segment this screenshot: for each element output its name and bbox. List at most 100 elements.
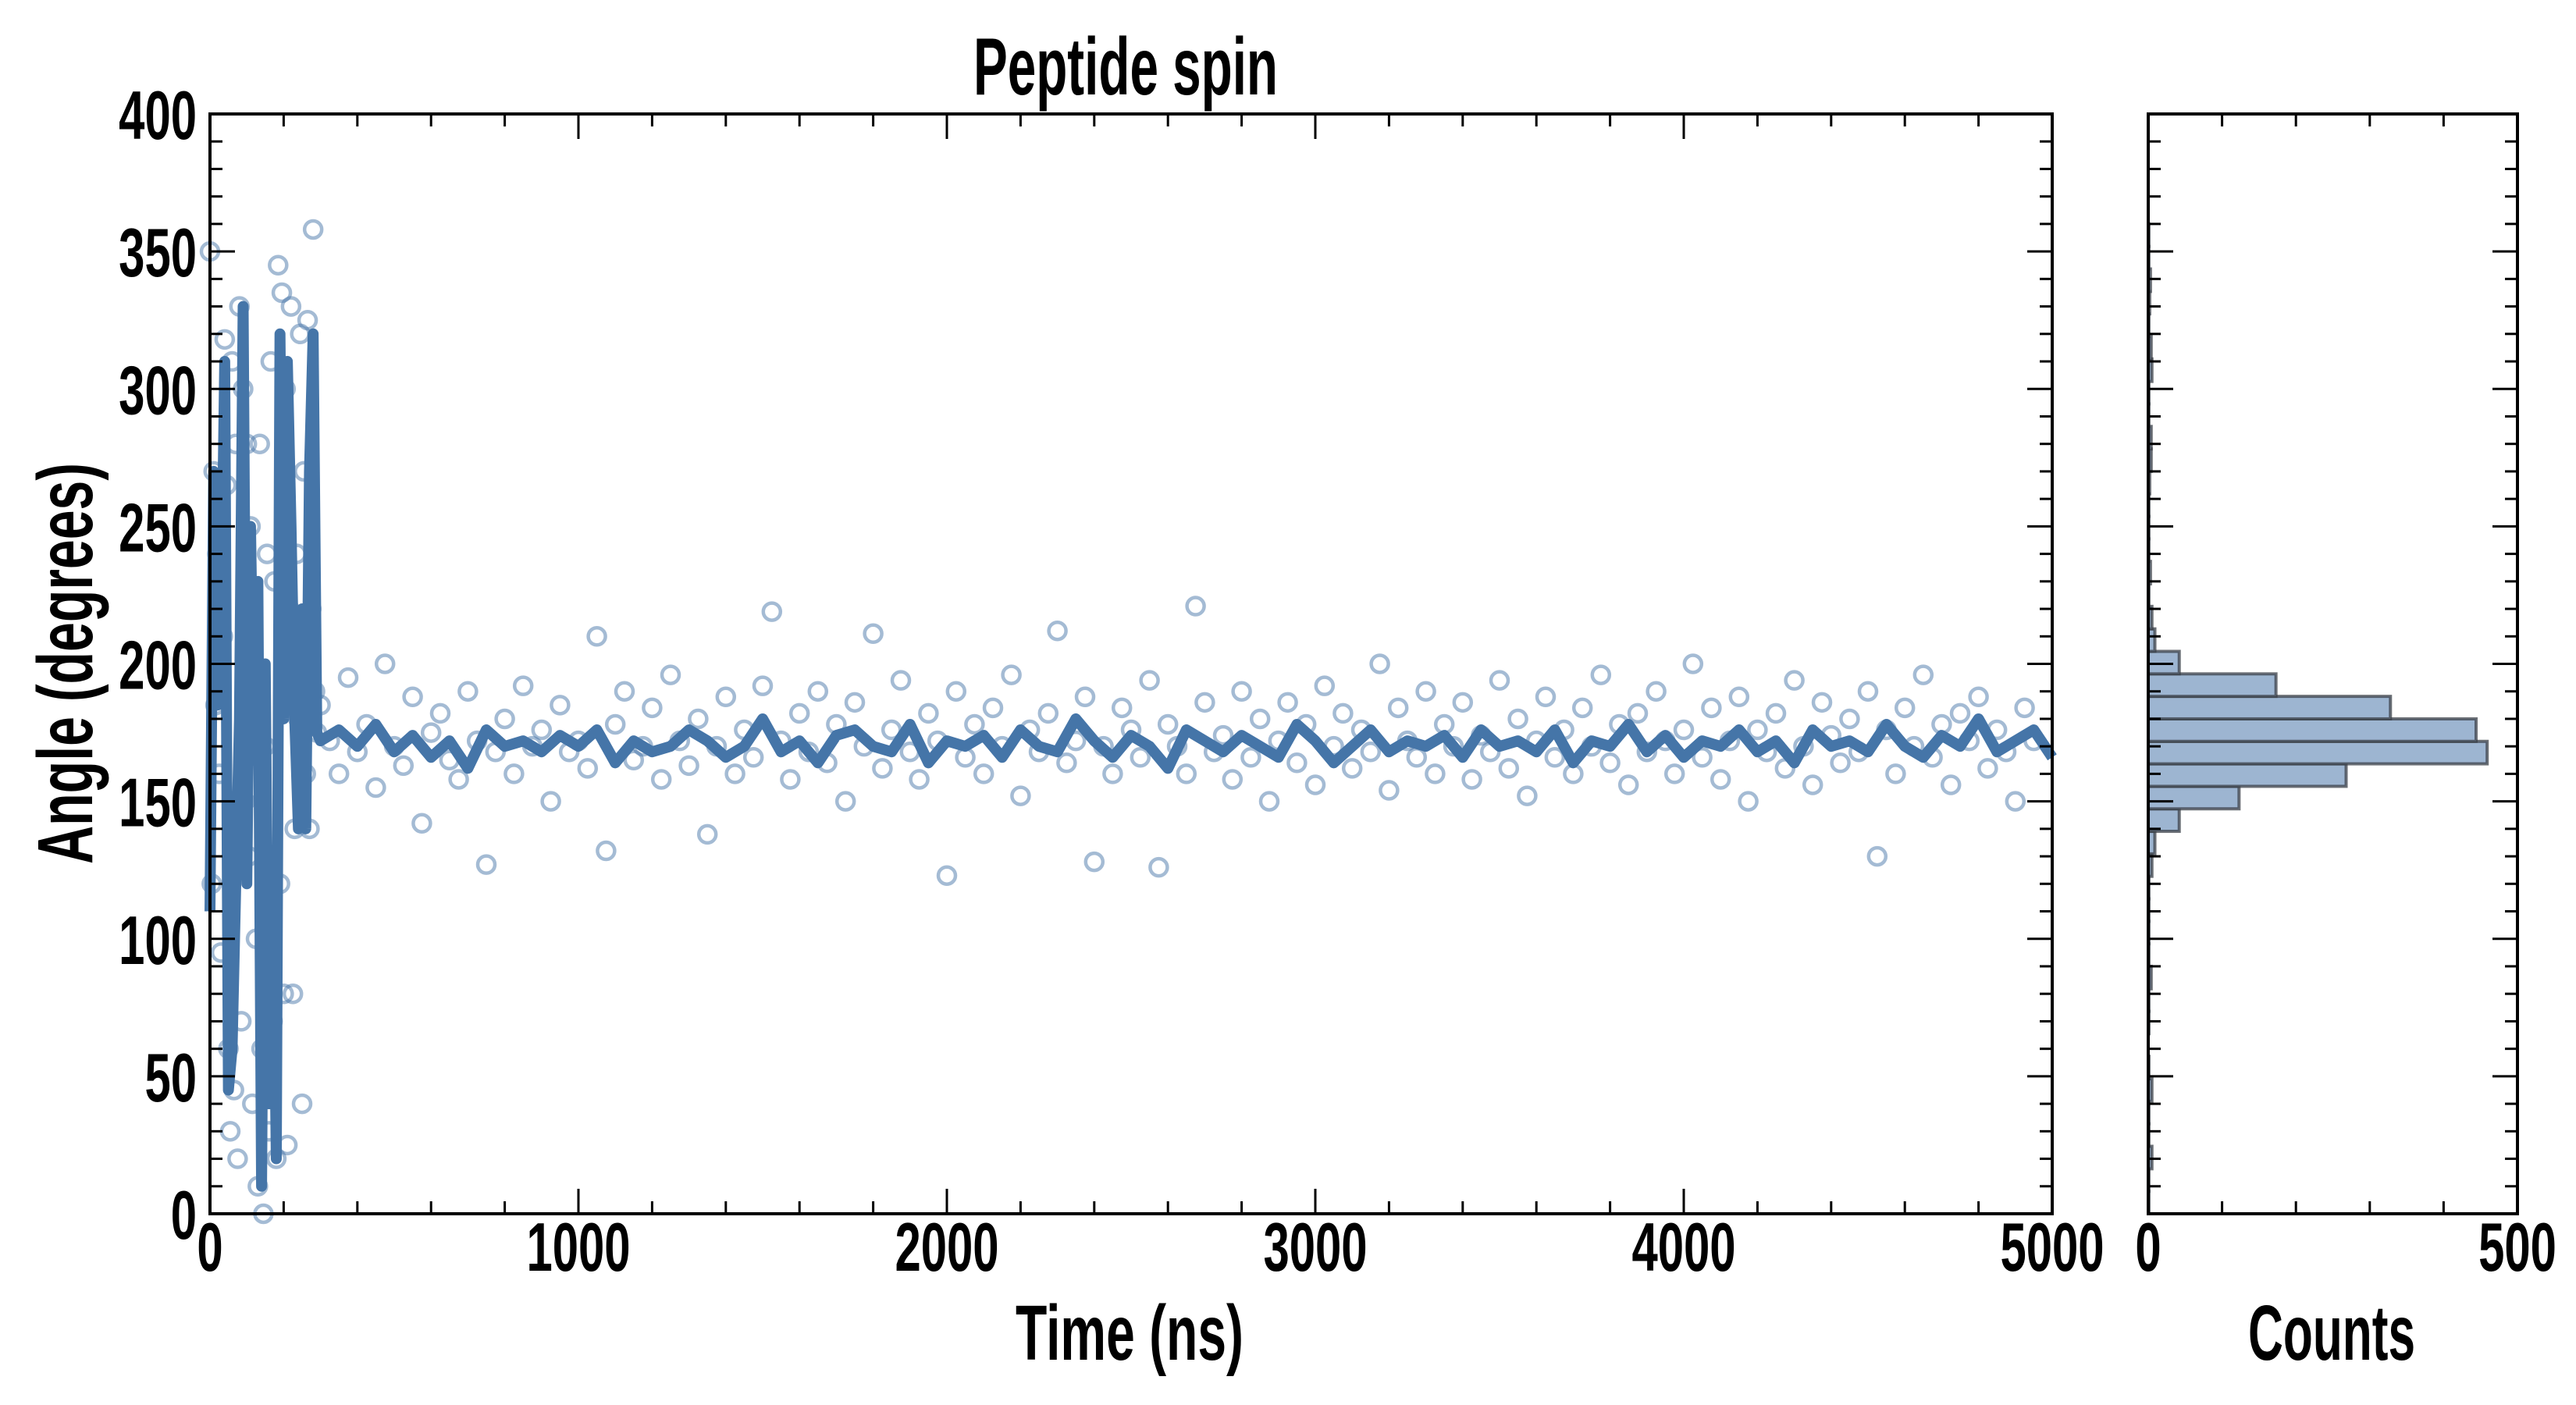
histogram-bar — [2147, 695, 2393, 720]
histogram-bar — [2147, 762, 2348, 788]
data-point — [214, 329, 236, 350]
chart-title: Peptide spin — [973, 22, 1278, 112]
rolling-mean-line — [205, 301, 2057, 1192]
data-point — [596, 840, 617, 862]
data-point — [1498, 758, 1520, 779]
data-point — [1157, 713, 1179, 735]
histogram-x-tick-label: 0 — [2135, 1208, 2161, 1285]
data-point — [1212, 724, 1234, 746]
data-point — [249, 433, 270, 454]
data-point — [1406, 747, 1428, 768]
data-point — [964, 713, 985, 735]
data-point — [1387, 697, 1409, 719]
data-point — [807, 681, 829, 702]
data-point — [1802, 774, 1823, 795]
data-point — [1701, 697, 1722, 719]
data-point — [1056, 752, 1077, 774]
data-point — [302, 219, 324, 240]
data-point — [1074, 686, 1096, 708]
data-point — [623, 749, 645, 771]
data-point — [1682, 653, 1704, 674]
data-point — [1738, 791, 1759, 812]
y-axis-label: Angle (degrees) — [22, 463, 109, 864]
x-tick-label: 4000 — [1631, 1208, 1735, 1285]
data-point — [429, 702, 451, 724]
data-point — [1784, 670, 1805, 691]
data-point — [256, 543, 278, 564]
data-point — [328, 763, 350, 784]
histogram-frame — [2147, 112, 2519, 1215]
data-point — [1185, 596, 1206, 617]
data-point — [271, 282, 293, 304]
data-point — [1517, 785, 1538, 806]
data-point — [1304, 774, 1326, 795]
data-point — [788, 702, 810, 724]
data-point — [614, 681, 635, 702]
data-point — [1111, 697, 1133, 719]
data-point — [411, 813, 432, 834]
data-point — [512, 675, 534, 696]
data-point — [1258, 791, 1280, 812]
data-point — [1102, 763, 1123, 784]
histogram-bar — [2147, 784, 2241, 811]
data-point — [282, 983, 304, 1005]
data-point — [365, 777, 386, 799]
data-point — [1977, 758, 1998, 779]
histogram-bar — [2147, 649, 2181, 676]
data-point — [1544, 747, 1566, 768]
data-point — [1314, 675, 1336, 696]
data-point — [798, 741, 820, 763]
data-point — [227, 1148, 248, 1169]
data-point — [1231, 681, 1252, 702]
data-point — [1535, 686, 1557, 708]
data-point — [1912, 664, 1934, 685]
x-axis-label: Time (ns) — [1016, 1289, 1244, 1377]
data-point — [268, 254, 289, 276]
data-point — [1894, 697, 1916, 719]
data-point — [540, 791, 561, 812]
data-point — [1194, 692, 1215, 713]
data-point — [2005, 791, 2026, 812]
histogram-bar — [2147, 717, 2478, 743]
data-point — [475, 854, 497, 875]
data-point — [604, 713, 626, 735]
data-point — [660, 664, 681, 685]
data-point — [2014, 697, 2035, 719]
data-point — [1001, 664, 1022, 685]
data-point — [945, 681, 967, 702]
data-point — [1663, 763, 1685, 784]
y-tick-label: 200 — [119, 627, 197, 703]
data-point — [696, 823, 718, 845]
x-tick-label: 1000 — [526, 1208, 630, 1285]
data-point — [1646, 681, 1667, 702]
data-point — [742, 747, 764, 768]
data-point — [780, 769, 801, 790]
data-point — [297, 309, 318, 331]
data-point — [1240, 747, 1261, 768]
data-point — [1885, 763, 1906, 784]
data-point — [1010, 785, 1031, 806]
data-point — [1286, 752, 1308, 774]
data-point — [1765, 702, 1787, 724]
data-point — [973, 763, 994, 784]
data-point — [1249, 708, 1271, 730]
data-point — [1710, 769, 1731, 790]
data-point — [844, 692, 866, 713]
data-point — [1047, 620, 1068, 642]
data-point — [1037, 702, 1059, 724]
data-point — [577, 758, 599, 779]
data-point — [457, 681, 479, 702]
data-point — [1968, 686, 1989, 708]
data-point — [1083, 851, 1105, 873]
data-point — [688, 708, 709, 730]
data-point — [834, 791, 856, 812]
y-tick-label: 150 — [119, 764, 197, 841]
x-tick-label: 3000 — [1263, 1208, 1367, 1285]
y-tick-label: 50 — [144, 1039, 197, 1115]
data-point — [982, 697, 1004, 719]
data-point — [909, 769, 930, 790]
data-point — [494, 708, 515, 730]
y-tick-label: 350 — [119, 215, 197, 291]
time-series-plot: 0 1000 2000 3000 4000 5000 0 50 100 150 200 250 300 3… — [119, 76, 2104, 1285]
data-point — [219, 1121, 241, 1142]
